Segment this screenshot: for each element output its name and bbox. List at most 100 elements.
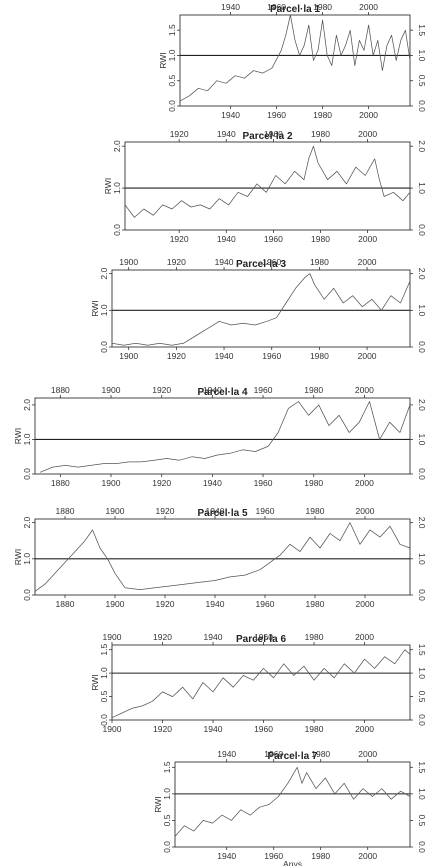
y-tick-label: 0.0	[99, 341, 109, 353]
plot-frame	[174, 761, 411, 848]
x-tick-label: 1980	[306, 599, 325, 609]
y-tick-label-right: 1.0	[417, 434, 425, 446]
x-tick-label-top: 2000	[355, 385, 374, 395]
chart-title: Parcel·la 1	[270, 4, 320, 15]
x-tick-label-top: 1960	[262, 257, 281, 267]
y-axis-label: RWI	[90, 674, 100, 690]
x-tick-label: 1940	[215, 351, 234, 361]
y-axis-label: RWI	[13, 549, 23, 565]
x-tick-label: 1980	[310, 351, 329, 361]
y-axis-label: RWI	[153, 796, 163, 812]
x-tick-label-top: 1920	[156, 506, 175, 516]
chart-panel-7: Parcel·la 7 1940 1940 1960 1960 1980 1980 2000 2…	[153, 749, 425, 866]
rwi-series-line	[39, 401, 411, 473]
y-tick-label: 1.0	[167, 49, 177, 61]
y-tick-label: 0.0	[22, 589, 32, 601]
x-tick-label-top: 1900	[106, 506, 125, 516]
x-tick-label-top: 2000	[359, 2, 378, 12]
y-tick-label-right: 0.0	[417, 341, 425, 353]
plot-frame	[34, 518, 411, 596]
y-tick-label-right: 2.0	[417, 517, 425, 529]
y-axis-label: RWI	[13, 428, 23, 444]
rwi-series-line	[179, 14, 411, 102]
y-tick-label-right: 0.5	[417, 75, 425, 87]
y-tick-label-right: 0.0	[417, 468, 425, 480]
x-tick-label: 1960	[267, 110, 286, 120]
x-tick-label-top: 1940	[203, 385, 222, 395]
chart-title: Parcel·la 2	[242, 131, 292, 142]
chart-panel-3: Parcel·la 3 1900 1900 1920 1920 1940 1940 1960 1…	[90, 257, 425, 361]
y-tick-label: 2.0	[112, 140, 122, 152]
x-tick-label-top: 1960	[264, 749, 283, 759]
x-tick-label: 2000	[358, 351, 377, 361]
x-tick-label-top: 1980	[306, 506, 325, 516]
plot-frame	[179, 14, 411, 107]
x-tick-label: 1920	[156, 599, 175, 609]
chart-panel-5: Parcel·la 5 1880 1880 1900 1900 1920 1920 1940 1…	[13, 506, 425, 609]
rwi-series-line	[124, 145, 411, 218]
x-tick-label: 1880	[51, 478, 70, 488]
y-tick-label: 0.0	[167, 100, 177, 112]
y-tick-label: 1.0	[112, 182, 122, 194]
y-tick-label-right: 1.0	[417, 553, 425, 565]
x-tick-label: 1940	[217, 234, 236, 244]
x-tick-label-top: 1940	[204, 632, 223, 642]
y-tick-label-right: 1.0	[417, 182, 425, 194]
x-tick-label: 1980	[311, 234, 330, 244]
x-tick-label-top: 1940	[221, 2, 240, 12]
x-tick-label: 1900	[102, 478, 121, 488]
x-tick-label: 2000	[358, 851, 377, 861]
x-tick-label-top: 1960	[254, 385, 273, 395]
x-tick-label: 2000	[359, 110, 378, 120]
y-tick-label: 0.5	[167, 75, 177, 87]
x-tick-label: 1940	[203, 478, 222, 488]
x-tick-label-top: 1920	[167, 257, 186, 267]
x-tick-label-top: 1940	[217, 749, 236, 759]
x-tick-label: 1980	[305, 724, 324, 734]
x-tick-label: 1900	[106, 599, 125, 609]
x-tick-label: 1960	[254, 478, 273, 488]
y-tick-label: 1.0	[99, 304, 109, 316]
x-tick-label-top: 1900	[119, 257, 138, 267]
plot-frame	[34, 397, 411, 475]
x-tick-label: 1940	[217, 851, 236, 861]
y-tick-label: 1.5	[99, 644, 109, 656]
x-tick-label-top: 2000	[358, 749, 377, 759]
y-axis-label: RWI	[103, 178, 113, 194]
x-tick-label-top: 1960	[254, 632, 273, 642]
x-tick-label: 1900	[103, 724, 122, 734]
x-tick-label: 1920	[152, 478, 171, 488]
x-tick-label-top: 1980	[311, 749, 330, 759]
x-tick-label: 2000	[356, 599, 375, 609]
x-tick-label-top: 1940	[215, 257, 234, 267]
x-tick-label-top: 1980	[311, 129, 330, 139]
plot-frame	[124, 141, 411, 231]
x-tick-label-top: 1900	[102, 385, 121, 395]
chart-title: Parcel·la 4	[197, 387, 247, 398]
x-tick-label: 1940	[204, 724, 223, 734]
x-tick-label: 1880	[56, 599, 75, 609]
x-tick-label-top: 1960	[267, 2, 286, 12]
x-tick-label: 1980	[313, 110, 332, 120]
x-tick-label-top: 1960	[264, 129, 283, 139]
y-tick-label-right: 2.0	[417, 399, 425, 411]
chart-title: Parcel·la 5	[197, 508, 247, 519]
x-tick-label: 1940	[221, 110, 240, 120]
y-tick-label: 1.0	[22, 553, 32, 565]
x-tick-label: 1920	[170, 234, 189, 244]
chart-panel-1: Parcel·la 1 1940 1940 1960 1960 1980 1980 2000 2…	[158, 2, 425, 120]
chart-title: Parcel·la 6	[236, 634, 286, 645]
x-tick-label-top: 1940	[217, 129, 236, 139]
y-tick-label: 2.0	[99, 267, 109, 279]
x-tick-label: 1920	[167, 351, 186, 361]
x-axis-label: Anys	[283, 859, 302, 866]
x-tick-label-top: 1880	[56, 506, 75, 516]
y-tick-label-right: 1.5	[417, 24, 425, 36]
x-tick-label: 1980	[304, 478, 323, 488]
y-tick-label-right: 1.0	[417, 667, 425, 679]
y-tick-label: 0.0	[22, 468, 32, 480]
x-tick-label: 1940	[206, 599, 225, 609]
x-tick-label: 1900	[119, 351, 138, 361]
rwi-series-line	[34, 522, 411, 592]
x-tick-label-top: 1960	[256, 506, 275, 516]
